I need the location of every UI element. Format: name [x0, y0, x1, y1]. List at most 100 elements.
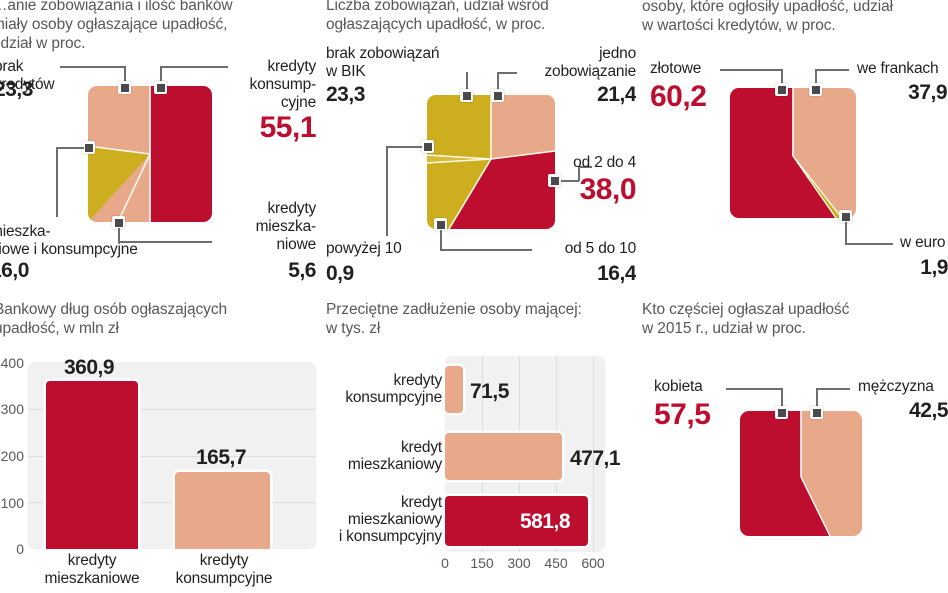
y-tick-100: 100 [0, 495, 24, 511]
y-tick-200: 200 [0, 448, 24, 464]
bar-label-kredyty-konsumpcyjne: 71,5 [470, 380, 509, 403]
panel-liczba-zobowiazan: Liczba zobowiązań, udział wśród ogłaszaj… [320, 0, 636, 292]
leader-line-kobieta-h [726, 388, 782, 390]
leader-line-mieszk-i-kons-v [56, 147, 58, 217]
value-jedno: 21,4 [597, 83, 636, 106]
x-tick-450: 450 [544, 555, 568, 571]
pie-slices-2 [427, 95, 555, 229]
leader-line-mieszkaniowe-h [118, 241, 212, 243]
label-brak-zobowiazan: brak zobowiązań w BIK [326, 45, 440, 80]
panel6-header: Kto częściej ogłaszał upadłość w 2015 r.… [642, 301, 850, 337]
square-pie-chart-6 [740, 411, 862, 536]
panel-plec: Kto częściej ogłaszał upadłość w 2015 r.… [636, 296, 948, 593]
label-kobieta: kobieta [654, 378, 703, 395]
y-tick-300: 300 [0, 401, 24, 417]
marker-powyzej10 [421, 140, 434, 153]
bar-label-kredyt-mieszkaniowy: 477,1 [570, 447, 621, 470]
value-mezczyzna: 42,5 [909, 399, 948, 422]
x-tick-300: 300 [507, 555, 531, 571]
marker-mieszkaniowe [112, 216, 125, 229]
square-pie-chart-3 [730, 88, 856, 218]
label-od2do4: od 2 do 4 [573, 154, 636, 171]
leader-line-od2do4-h2 [578, 166, 592, 168]
leader-line-konsumpcyjne-h [160, 66, 228, 68]
x-tick-150: 150 [470, 555, 494, 571]
label-euro: w euro [900, 234, 946, 251]
label-mezczyzna: mężczyzna [858, 378, 934, 395]
value-brak-kredytow: 23,3 [0, 78, 33, 101]
leader-line-euro-v [845, 222, 847, 244]
bar-kredyty-mieszkaniowe [46, 381, 138, 549]
leader-line-mieszk-i-kons-h [56, 147, 84, 149]
leader-line-jedno-h [497, 72, 517, 74]
marker-brak-zobowiazan [460, 89, 473, 102]
marker-od5do10 [434, 218, 447, 231]
leader-line-jedno-v [497, 72, 499, 94]
label-zlotowe: złotowe [650, 60, 702, 77]
leader-line-od2do4-v [578, 166, 580, 181]
value-mieszk-i-kons: 16,0 [0, 259, 29, 282]
marker-kobieta [775, 406, 788, 419]
value-od2do4: 38,0 [579, 173, 636, 206]
bar-kredyty-konsumpcyjne [175, 472, 270, 549]
bar-kredyt-mieszkaniowy [445, 433, 563, 480]
label-franki: we frankach [857, 60, 939, 77]
bar-label-kredyty-konsumpcyjne: 165,7 [196, 446, 247, 469]
marker-franki [809, 83, 822, 96]
bar-kredyty-konsumpcyjne [445, 366, 463, 413]
leader-line-zlotowe-v [781, 69, 783, 87]
leader-line-od2do4-h [561, 180, 579, 182]
bar-category-kredyt-mieszkaniowy-i-konsumpcyjny: kredyt mieszkaniowy i konsumpcyjny [338, 494, 442, 545]
bar-label-kredyty-mieszkaniowe: 360,9 [64, 356, 115, 379]
leader-line-brak-kredytow-v [124, 66, 126, 86]
bar-kredyt-mieszkaniowy-i-konsumpcyjny [445, 496, 589, 546]
label-od5do10: od 5 do 10 [564, 240, 636, 257]
y-tick-400: 400 [0, 355, 24, 371]
panel3-header: …anie kredyty mieszkaniowe miały osoby, … [642, 0, 893, 34]
value-konsumpcyjne: 55,1 [259, 111, 316, 144]
marker-od2do4 [548, 174, 561, 187]
square-pie-chart-1 [88, 86, 212, 222]
value-kobieta: 57,5 [654, 398, 711, 431]
panel-przecietne-zadluzenie: Przeciętne zadłużenie osoby mającej: w t… [320, 296, 636, 593]
panel1-header: …anie zobowiązania i ilość banków miały … [0, 0, 233, 52]
leader-line-brak-kredytow-h [60, 66, 125, 68]
leader-line-franki-h [815, 69, 849, 71]
panel5-header: Przeciętne zadłużenie osoby mającej: w t… [326, 301, 582, 337]
bar-label-kredyt-mieszkaniowy-i-konsumpcyjny: 581,8 [520, 510, 571, 533]
bar-category-kredyt-mieszkaniowy: kredyt mieszkaniowy [347, 439, 442, 473]
label-jedno: jedno zobowiązanie [544, 45, 636, 80]
leader-line-brak-v [466, 72, 468, 94]
value-brak-zobowiazan: 23,3 [326, 83, 365, 106]
label-konsumpcyjne: kredyty konsump- cyjne [249, 58, 316, 111]
leader-line-franki-v [815, 69, 817, 87]
leader-line-powyzej-v [386, 146, 388, 236]
gridline-200 [28, 455, 316, 457]
label-powyzej10: powyżej 10 [326, 240, 402, 257]
panel4-header: Bankowy dług osób ogłaszających upadłość… [0, 301, 227, 337]
pie-slices-3 [730, 88, 856, 218]
marker-brak-kredytow [118, 81, 131, 94]
x-tick-0: 0 [441, 555, 449, 571]
gridline-300 [28, 408, 316, 410]
square-pie-chart-2 [427, 95, 555, 229]
leader-line-mezczyzna-h [816, 388, 850, 390]
x-tick-600: 600 [581, 555, 605, 571]
marker-konsumpcyjne [154, 81, 167, 94]
value-franki: 37,9 [908, 81, 947, 104]
leader-line-zlotowe-h [720, 69, 782, 71]
label-brak-kredytow: brak kredytów [0, 58, 55, 93]
leader-line-kobieta-v [781, 388, 783, 408]
marker-zlotowe [775, 83, 788, 96]
panel-waluta-kredytow: …anie kredyty mieszkaniowe miały osoby, … [636, 0, 948, 292]
leader-line-mieszkaniowe-v [118, 228, 120, 242]
bar-category-kredyty-konsumpcyjne: kredyty konsumpcyjne [175, 552, 273, 587]
panel2-header: Liczba zobowiązań, udział wśród ogłaszaj… [326, 0, 549, 33]
leader-line-powyzej-h [386, 146, 422, 148]
leader-line-mezczyzna-v [816, 388, 818, 408]
value-mieszkaniowe: 5,6 [288, 259, 316, 282]
bar-category-kredyty-mieszkaniowe: kredyty mieszkaniowe [44, 552, 140, 587]
marker-jedno [491, 89, 504, 102]
leader-line-euro-h [845, 243, 893, 245]
value-euro: 1,9 [920, 256, 948, 279]
